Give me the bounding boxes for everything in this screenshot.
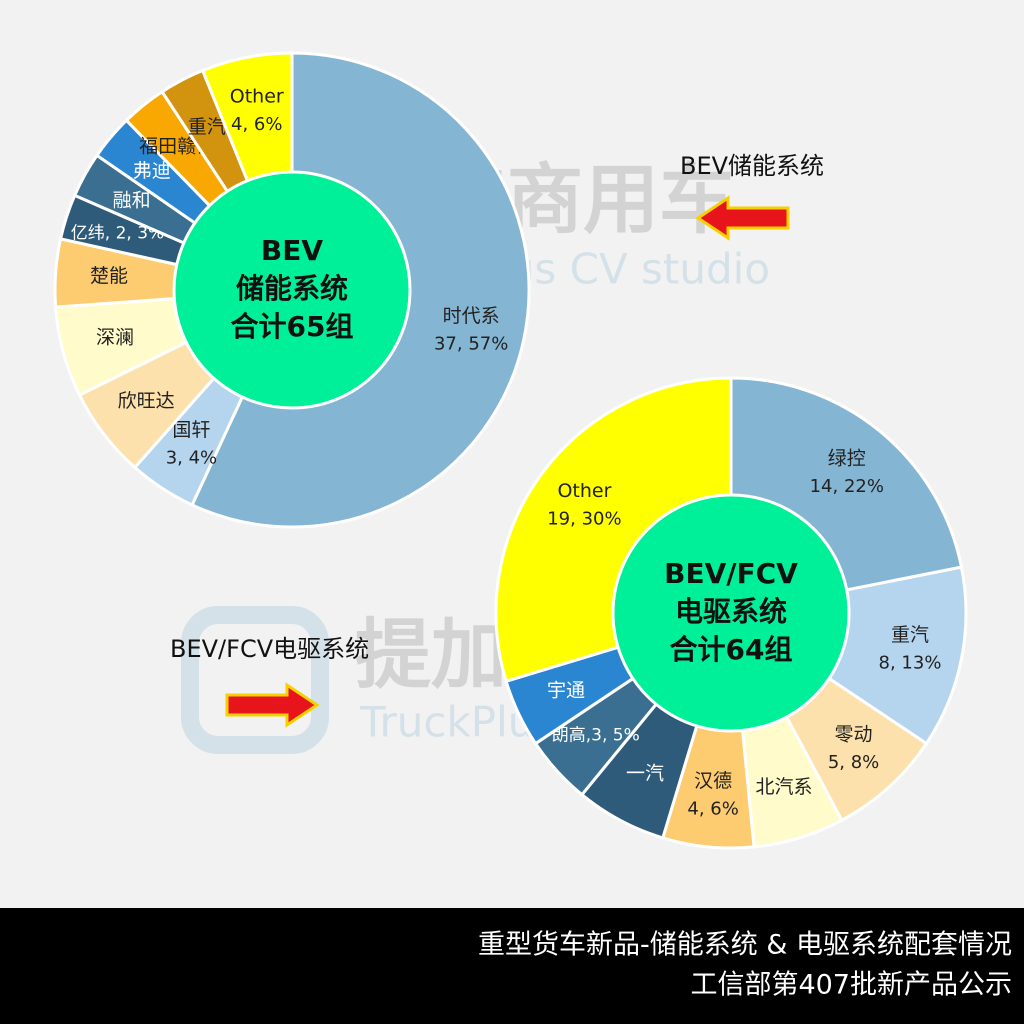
value-label: 8, 13%: [879, 653, 942, 674]
slice-label: 汉德: [694, 770, 732, 792]
value-label: 14, 22%: [810, 476, 884, 497]
value-label: 19, 30%: [547, 508, 621, 529]
footer-bar: [0, 908, 1024, 1024]
center-text: 合计64组: [670, 633, 793, 666]
slice-label: 弗迪: [133, 160, 171, 182]
slice-label: 重汽: [188, 116, 226, 138]
slice-label: Other: [230, 85, 284, 107]
center-text: 电驱系统: [675, 595, 787, 628]
slice-label: Other: [557, 480, 611, 502]
donut-center: [172, 170, 412, 410]
slice-label: 楚能: [90, 265, 128, 287]
center-text: BEV/FCV: [664, 557, 798, 590]
slice-label: 北汽系: [755, 776, 812, 798]
slice-label: 欣旺达: [118, 390, 175, 412]
footer-line: 重型货车新品-储能系统 & 电驱系统配套情况: [478, 930, 1012, 961]
annotation: BEV/FCV电驱系统: [170, 635, 369, 663]
slice-label: 绿控: [828, 447, 866, 469]
slice-label: 时代系: [443, 305, 500, 327]
slice-label: 一汽: [626, 762, 664, 784]
value-label: 3, 4%: [166, 447, 217, 468]
center-text: BEV: [261, 234, 323, 267]
arrow-right: [225, 682, 320, 728]
footer-line: 工信部第407批新产品公示: [690, 970, 1012, 1001]
arrow-left: [695, 195, 790, 241]
slice-label: 零动: [835, 724, 873, 746]
slice-label: 亿纬, 2, 3%: [71, 223, 164, 243]
annotation: BEV储能系统: [680, 152, 824, 180]
slice-label: 朗高,3, 5%: [552, 726, 640, 746]
value-label: 4, 6%: [687, 799, 738, 820]
slice-label: 融和: [113, 189, 151, 211]
slice-label: 深澜: [96, 327, 134, 349]
donut-center: [611, 493, 851, 733]
center-text: 合计65组: [231, 310, 354, 343]
center-text: 储能系统: [236, 272, 348, 305]
value-label: 5, 8%: [828, 752, 879, 773]
slice-label: 重汽: [891, 624, 929, 646]
watermark-logo: [181, 606, 329, 754]
slice-label: 宇通: [547, 680, 585, 702]
value-label: 4, 6%: [231, 114, 282, 135]
value-label: 37, 57%: [434, 334, 508, 355]
slice-label: 国轩: [172, 419, 210, 441]
